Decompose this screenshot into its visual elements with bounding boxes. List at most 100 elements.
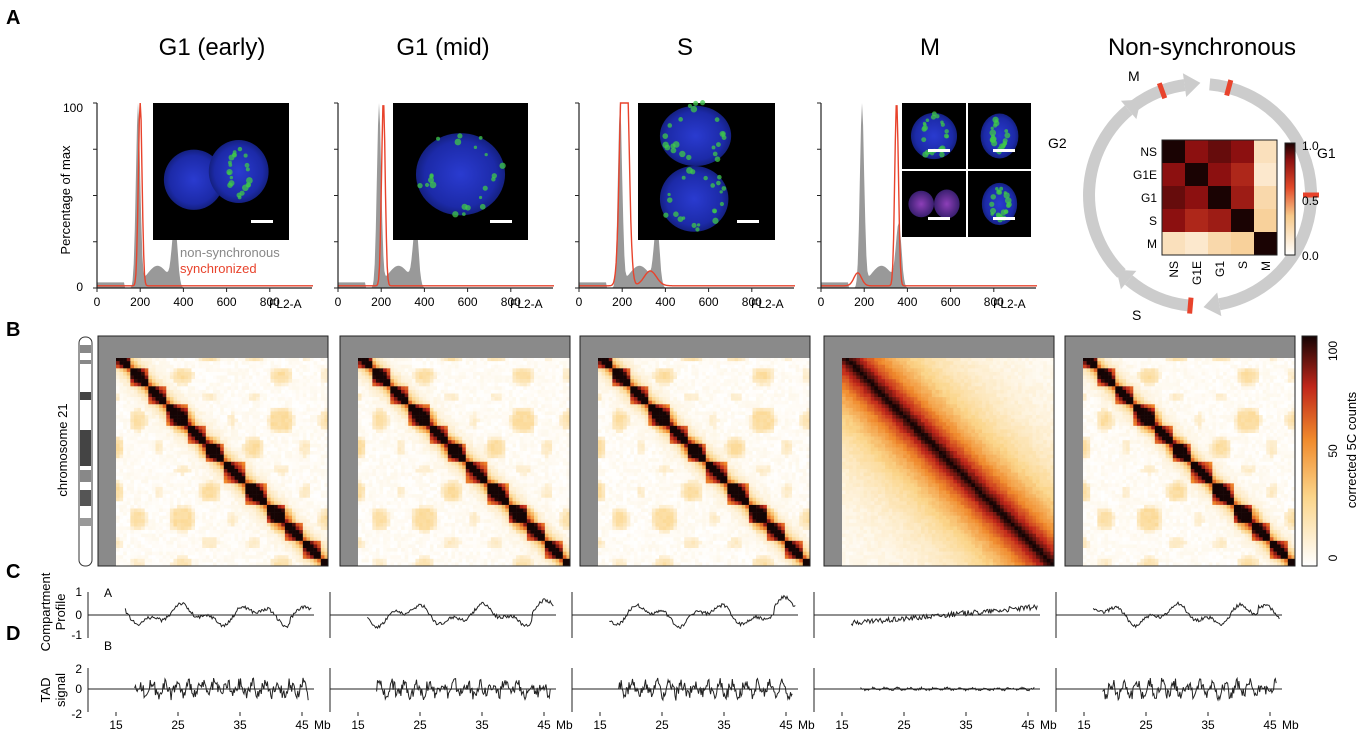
histogram-xtick-label: 800 <box>984 295 1004 309</box>
histogram-xtick-label: 200 <box>854 295 874 309</box>
cell-image-m-3 <box>902 171 966 237</box>
tad-xtick-label: 45 <box>1263 718 1277 732</box>
cycle-arrowhead <box>1116 269 1137 290</box>
cycle-arrowhead <box>1203 292 1222 317</box>
compartment-label-b: B <box>104 639 112 653</box>
correlation-cbar-tick: 0.5 <box>1302 194 1319 208</box>
tad-xtick-label: 45 <box>1021 718 1035 732</box>
histogram-line-synchronized <box>821 105 1037 287</box>
correlation-cell <box>1162 186 1185 209</box>
chromosome-ideogram <box>78 336 93 567</box>
correlation-col-label: G1 <box>1213 261 1227 277</box>
tracks-column-0: 15 25 35 45 Mb <box>87 592 331 732</box>
compartment-profile-line <box>124 602 312 629</box>
tad-xtick-label: 15 <box>1077 718 1091 732</box>
heatmap-ylabel: chromosome 21 <box>55 403 70 496</box>
tad-xtick-label: 15 <box>593 718 607 732</box>
tad-signal-line <box>1102 676 1277 702</box>
compartment-ylabel-2: Profile <box>53 594 68 631</box>
correlation-cell <box>1162 209 1185 232</box>
heatmap-frame <box>579 335 811 567</box>
tad-xtick-label: 35 <box>959 718 973 732</box>
heatmap-colorbar-label: corrected 5C counts <box>1344 391 1359 508</box>
tad-xtick-label: 35 <box>233 718 247 732</box>
correlation-row-label: G1E <box>1133 168 1157 182</box>
tad-xunit: Mb <box>1282 718 1299 732</box>
cycle-label-m: M <box>1128 68 1140 84</box>
correlation-cell <box>1231 163 1254 186</box>
heatmap-frame <box>1064 335 1296 567</box>
correlation-cell <box>1231 140 1254 163</box>
histogram-xtick-label: 400 <box>655 295 675 309</box>
tad-xtick-label: 35 <box>717 718 731 732</box>
histogram-xtick-label: 600 <box>217 295 237 309</box>
tad-xtick-label: 25 <box>413 718 427 732</box>
correlation-row-label: M <box>1147 237 1157 251</box>
heatmap-colorbar <box>1301 335 1318 567</box>
tad-xunit: Mb <box>556 718 573 732</box>
correlation-cell <box>1185 140 1208 163</box>
correlation-cell <box>1208 163 1231 186</box>
contact-heatmap-3 <box>823 335 1055 567</box>
histogram-xlabel: FL2-A <box>993 297 1026 311</box>
histogram-ylabel: Percentage of max <box>58 145 73 255</box>
cycle-phase-mark <box>1156 82 1168 100</box>
histogram-area-non-synchronous <box>821 103 973 288</box>
histogram-xlabel: FL2-A <box>269 297 302 311</box>
cell-image-s <box>638 100 775 240</box>
correlation-cell <box>1254 186 1277 209</box>
histogram-xlabel: FL2-A <box>751 297 784 311</box>
heatmap-cbar-tick-100: 100 <box>1326 341 1340 361</box>
tad-xtick-label: 25 <box>897 718 911 732</box>
tad-xtick-label: 25 <box>171 718 185 732</box>
cycle-label-g1: G1 <box>1317 145 1336 161</box>
histogram-xlabel: FL2-A <box>510 297 543 311</box>
contact-heatmap-4 <box>1064 335 1296 567</box>
cycle-phase-mark <box>1224 79 1234 97</box>
compartment-profile-line <box>1092 601 1280 629</box>
histogram-xtick-label: 400 <box>414 295 434 309</box>
correlation-cell <box>1254 140 1277 163</box>
histogram-xtick-label: 200 <box>371 295 391 309</box>
cycle-label-g2: G2 <box>1048 135 1067 151</box>
tad-xtick-label: 45 <box>779 718 793 732</box>
histogram-xtick-label: 600 <box>458 295 478 309</box>
tracks-column-3: 15 25 35 45 Mb <box>813 592 1057 732</box>
correlation-col-label: G1E <box>1190 261 1204 285</box>
tad-ytick-0: 0 <box>75 682 82 696</box>
contact-heatmap-1 <box>339 335 571 567</box>
histogram-area-non-synchronous <box>97 103 249 288</box>
correlation-cell <box>1208 209 1231 232</box>
tracks-column-1: 15 25 35 45 Mb <box>329 592 573 732</box>
cycle-phase-mark <box>1187 297 1194 314</box>
correlation-row-label: G1 <box>1141 191 1157 205</box>
tad-signal-line <box>376 677 551 701</box>
histogram-xtick-label: 200 <box>130 295 150 309</box>
cell-image-m-4 <box>968 171 1031 237</box>
title-s: S <box>677 34 693 61</box>
histogram-xtick-label: 600 <box>941 295 961 309</box>
tad-xtick-label: 45 <box>537 718 551 732</box>
cell-cycle-diagram: M G1 S G2 <box>1048 68 1336 323</box>
compartment-ytick-0: 0 <box>75 608 82 622</box>
correlation-colorbar <box>1284 142 1296 256</box>
correlation-cbar-tick: 0.0 <box>1302 249 1319 263</box>
correlation-cell <box>1231 186 1254 209</box>
histogram-ytick-0: 0 <box>76 280 83 294</box>
cycle-arc <box>1209 78 1318 311</box>
correlation-cell <box>1254 163 1277 186</box>
correlation-col-label: S <box>1236 261 1250 269</box>
correlation-cell <box>1208 140 1231 163</box>
tracks-column-2: 15 25 35 45 Mb <box>571 592 815 732</box>
tad-xunit: Mb <box>798 718 815 732</box>
cell-image-m-1 <box>902 103 966 169</box>
contact-heatmap-2 <box>579 335 811 567</box>
histogram-line-synchronized <box>579 102 795 287</box>
correlation-row-label: S <box>1149 214 1157 228</box>
cycle-label-s: S <box>1132 307 1141 323</box>
legend-synchronized: synchronized <box>180 261 257 276</box>
compartment-profile-line <box>366 598 554 630</box>
correlation-cell <box>1162 163 1185 186</box>
title-g1-mid: G1 (mid) <box>396 34 489 61</box>
cell-image-m-2 <box>968 103 1031 169</box>
